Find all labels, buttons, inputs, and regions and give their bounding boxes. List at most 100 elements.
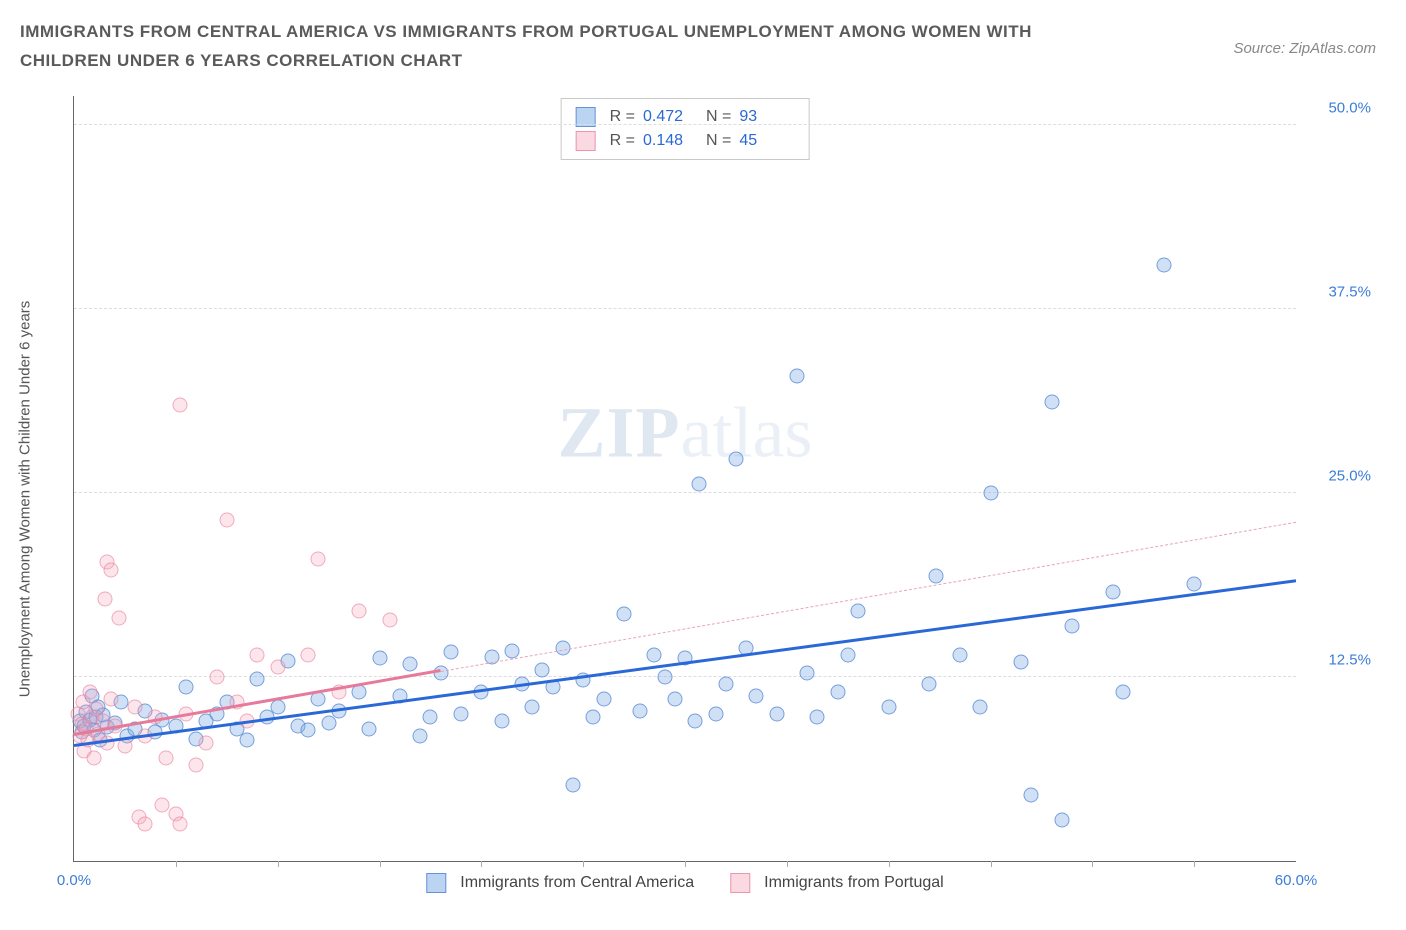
swatch-blue-icon bbox=[426, 873, 446, 893]
scatter-point bbox=[922, 677, 937, 692]
scatter-point bbox=[301, 723, 316, 738]
source-attribution: Source: ZipAtlas.com bbox=[1233, 18, 1386, 57]
y-tick-label: 25.0% bbox=[1328, 468, 1371, 485]
scatter-point bbox=[790, 368, 805, 383]
scatter-point bbox=[749, 689, 764, 704]
scatter-point bbox=[97, 592, 112, 607]
scatter-point bbox=[667, 692, 682, 707]
scatter-point bbox=[1024, 787, 1039, 802]
scatter-point bbox=[952, 648, 967, 663]
scatter-point bbox=[1044, 395, 1059, 410]
r-label: R = bbox=[610, 129, 635, 153]
legend: Immigrants from Central America Immigran… bbox=[426, 873, 943, 893]
legend-label-a: Immigrants from Central America bbox=[460, 874, 694, 892]
scatter-point bbox=[240, 733, 255, 748]
x-tick bbox=[889, 861, 890, 867]
scatter-point bbox=[453, 706, 468, 721]
scatter-point bbox=[504, 643, 519, 658]
y-tick-label: 12.5% bbox=[1328, 652, 1371, 669]
watermark-zip: ZIP bbox=[558, 392, 681, 472]
x-tick-label: 60.0% bbox=[1275, 872, 1318, 889]
scatter-point bbox=[111, 611, 126, 626]
scatter-point bbox=[311, 552, 326, 567]
scatter-point bbox=[403, 656, 418, 671]
scatter-point bbox=[270, 659, 285, 674]
scatter-point bbox=[692, 477, 707, 492]
scatter-point bbox=[250, 648, 265, 663]
scatter-point bbox=[103, 692, 118, 707]
scatter-point bbox=[657, 670, 672, 685]
stats-row-series-b: R = 0.148 N = 45 bbox=[576, 129, 795, 153]
scatter-point bbox=[172, 817, 187, 832]
scatter-point bbox=[1156, 258, 1171, 273]
scatter-point bbox=[413, 728, 428, 743]
scatter-point bbox=[311, 692, 326, 707]
scatter-point bbox=[103, 562, 118, 577]
scatter-point bbox=[362, 721, 377, 736]
scatter-point bbox=[158, 751, 173, 766]
x-tick bbox=[787, 861, 788, 867]
scatter-point bbox=[172, 397, 187, 412]
x-tick bbox=[481, 861, 482, 867]
chart-title: IMMIGRANTS FROM CENTRAL AMERICA VS IMMIG… bbox=[20, 18, 1120, 76]
r-value-b: 0.148 bbox=[643, 129, 698, 153]
scatter-point bbox=[443, 645, 458, 660]
legend-item-b: Immigrants from Portugal bbox=[730, 873, 944, 893]
scatter-point bbox=[565, 777, 580, 792]
scatter-point bbox=[718, 677, 733, 692]
scatter-point bbox=[209, 670, 224, 685]
scatter-point bbox=[1105, 584, 1120, 599]
x-tick bbox=[176, 861, 177, 867]
scatter-point bbox=[616, 606, 631, 621]
scatter-point bbox=[708, 706, 723, 721]
x-tick bbox=[991, 861, 992, 867]
x-tick bbox=[1194, 861, 1195, 867]
x-tick bbox=[583, 861, 584, 867]
scatter-point bbox=[382, 612, 397, 627]
scatter-point bbox=[138, 817, 153, 832]
x-tick bbox=[1092, 861, 1093, 867]
x-tick-label: 0.0% bbox=[57, 872, 91, 889]
scatter-point bbox=[596, 692, 611, 707]
scatter-point bbox=[851, 603, 866, 618]
gridline bbox=[74, 308, 1296, 309]
scatter-point bbox=[535, 662, 550, 677]
scatter-point bbox=[83, 684, 98, 699]
scatter-point bbox=[881, 699, 896, 714]
legend-label-b: Immigrants from Portugal bbox=[764, 874, 944, 892]
scatter-point bbox=[1064, 618, 1079, 633]
n-label: N = bbox=[706, 129, 731, 153]
x-tick bbox=[380, 861, 381, 867]
trend-line bbox=[74, 579, 1296, 746]
scatter-point bbox=[372, 650, 387, 665]
scatter-point bbox=[1054, 812, 1069, 827]
scatter-point bbox=[840, 648, 855, 663]
gridline bbox=[74, 492, 1296, 493]
scatter-point bbox=[117, 739, 132, 754]
y-tick-label: 37.5% bbox=[1328, 284, 1371, 301]
scatter-point bbox=[769, 706, 784, 721]
scatter-plot-area: ZIPatlas R = 0.472 N = 93 R = 0.148 N = … bbox=[73, 96, 1296, 862]
swatch-pink-icon bbox=[730, 873, 750, 893]
scatter-point bbox=[219, 512, 234, 527]
gridline bbox=[74, 124, 1296, 125]
scatter-point bbox=[973, 699, 988, 714]
watermark-atlas: atlas bbox=[681, 392, 813, 472]
scatter-point bbox=[154, 798, 169, 813]
scatter-point bbox=[199, 736, 214, 751]
scatter-point bbox=[270, 699, 285, 714]
scatter-point bbox=[830, 684, 845, 699]
correlation-stats-box: R = 0.472 N = 93 R = 0.148 N = 45 bbox=[561, 98, 810, 160]
scatter-point bbox=[423, 709, 438, 724]
scatter-point bbox=[525, 699, 540, 714]
scatter-point bbox=[1014, 655, 1029, 670]
scatter-point bbox=[250, 671, 265, 686]
y-tick-label: 50.0% bbox=[1328, 100, 1371, 117]
chart-container: Unemployment Among Women with Children U… bbox=[35, 96, 1386, 902]
scatter-point bbox=[128, 699, 143, 714]
n-value-b: 45 bbox=[739, 129, 794, 153]
scatter-point bbox=[352, 603, 367, 618]
x-tick bbox=[685, 861, 686, 867]
scatter-point bbox=[928, 568, 943, 583]
scatter-point bbox=[1187, 577, 1202, 592]
